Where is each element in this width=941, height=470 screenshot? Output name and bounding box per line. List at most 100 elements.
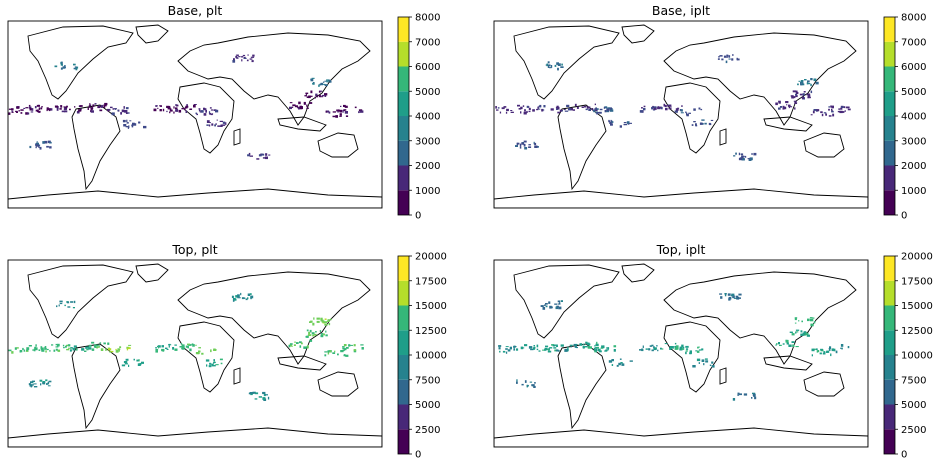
data-cell [681, 348, 685, 350]
data-cell [120, 112, 122, 115]
data-cell [64, 304, 66, 307]
data-cell [606, 108, 610, 112]
data-cell [674, 346, 676, 348]
data-cell [847, 108, 851, 111]
colorbar-tick-label: 8000 [415, 13, 440, 24]
data-cell [99, 106, 103, 108]
data-cell [629, 360, 633, 362]
data-cell [524, 109, 526, 112]
data-cell [728, 55, 731, 58]
data-cell [545, 303, 548, 305]
data-cell [98, 105, 100, 108]
data-cell [123, 120, 126, 122]
data-cell [15, 111, 18, 113]
colorbar-segment [884, 66, 895, 92]
data-cell [560, 344, 564, 347]
data-cell [340, 350, 344, 353]
data-cell [643, 107, 646, 111]
data-cell [233, 298, 236, 301]
data-cell [623, 123, 626, 126]
colorbar-tick-label: 5000 [415, 87, 440, 98]
data-cell [63, 106, 66, 108]
colorbar-segment [398, 91, 409, 116]
data-cell [570, 345, 572, 348]
data-cell [563, 109, 566, 111]
data-cell [342, 347, 345, 350]
data-cell [728, 298, 731, 301]
data-cell [8, 349, 12, 352]
data-cell [752, 393, 756, 397]
colorbar-tick-label: 4000 [415, 112, 440, 123]
data-cell [587, 106, 591, 109]
data-cell [211, 363, 214, 367]
data-cell [243, 57, 247, 59]
data-cell [41, 349, 45, 352]
data-cell [561, 63, 563, 66]
data-cell [542, 307, 546, 310]
data-cell [810, 114, 813, 116]
data-cell [46, 348, 49, 351]
data-cell [73, 345, 77, 348]
data-cell [779, 344, 782, 346]
data-cell [54, 65, 58, 68]
data-cell [315, 331, 317, 333]
data-cell [526, 110, 528, 113]
data-cell [560, 66, 564, 68]
data-cell [606, 347, 609, 349]
data-cell [217, 125, 221, 127]
data-cell [47, 385, 51, 387]
data-cell [94, 346, 98, 348]
data-cell [57, 343, 60, 347]
data-cell [123, 124, 127, 127]
data-cell [516, 379, 518, 382]
data-cell [343, 348, 346, 351]
data-cell [155, 105, 158, 107]
data-cell [537, 108, 541, 110]
data-cell [68, 347, 71, 349]
colorbar-segment [398, 41, 409, 67]
data-cell [73, 67, 76, 70]
data-cell [206, 364, 208, 367]
data-cell [785, 101, 789, 104]
data-cell [559, 109, 562, 112]
data-cell [695, 350, 698, 352]
panel-1-map [8, 24, 382, 208]
data-cell [830, 105, 832, 108]
data-cell [306, 335, 309, 338]
data-cell [701, 119, 705, 121]
data-cell [747, 158, 750, 160]
data-cell [323, 83, 326, 85]
data-cell [203, 113, 207, 116]
data-cell [566, 104, 570, 107]
data-cell [62, 66, 66, 69]
data-cell [806, 334, 810, 337]
data-cell [99, 342, 102, 344]
data-cell [538, 350, 541, 352]
data-cell [324, 80, 327, 82]
data-cell [776, 343, 778, 345]
data-cell [125, 126, 129, 128]
data-cell [533, 346, 536, 349]
data-cell [528, 144, 531, 146]
data-cell [641, 348, 644, 351]
data-cell [169, 108, 172, 111]
data-cell [232, 299, 235, 302]
data-cell [688, 112, 691, 114]
data-cell [733, 155, 736, 157]
data-cell [735, 295, 739, 298]
data-cell [133, 358, 135, 361]
data-cell [162, 108, 165, 112]
data-cell [786, 342, 789, 345]
data-cell [321, 94, 325, 97]
data-cell [211, 123, 214, 126]
data-cell [158, 345, 161, 348]
data-cell [42, 141, 45, 144]
data-cell [262, 157, 266, 159]
data-cell [247, 154, 250, 157]
data-cell [547, 65, 550, 68]
data-cell [807, 96, 810, 99]
data-cell [219, 120, 223, 122]
data-cell [138, 121, 141, 124]
colorbar-segment [398, 280, 409, 306]
data-cell [124, 362, 127, 364]
